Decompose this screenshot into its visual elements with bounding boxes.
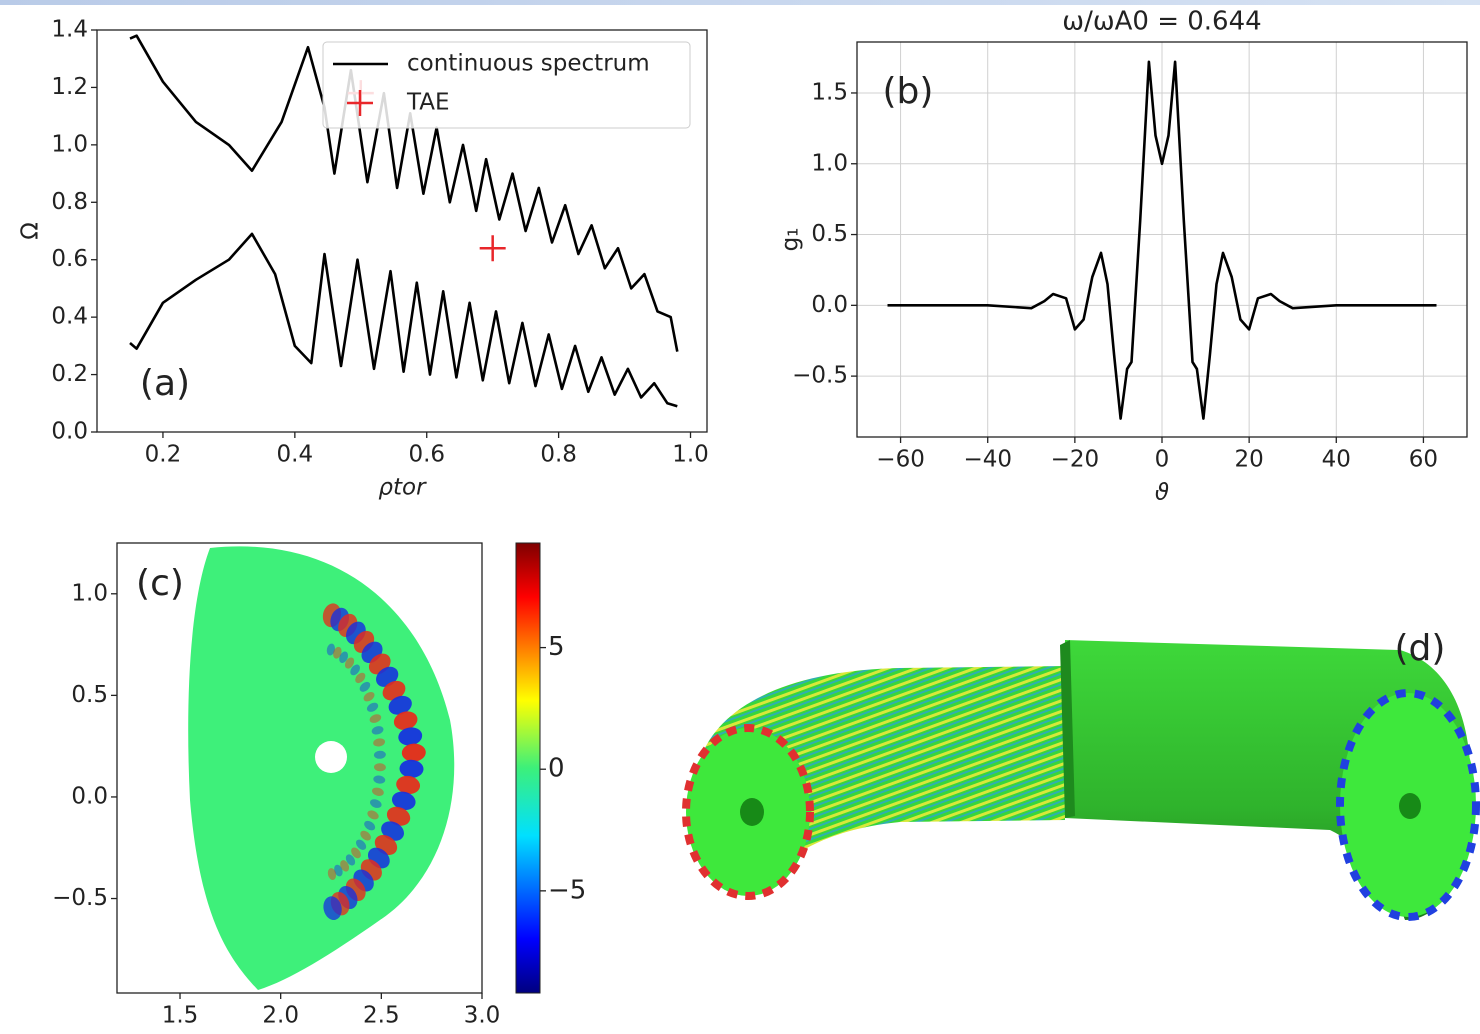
x-tick-label: 1.0: [672, 442, 709, 468]
mode-blob: [367, 810, 379, 820]
mode-blob: [371, 726, 384, 735]
x-tick-label: 40: [1322, 447, 1351, 473]
mode-blob: [356, 839, 367, 850]
mode-blob: [373, 775, 386, 784]
x-tick-label: 3.0: [464, 1003, 501, 1029]
torus-right-hole: [1399, 793, 1421, 819]
mode-blob: [393, 711, 418, 730]
colorbar-tick-label: 0: [548, 754, 565, 784]
mode-blob: [401, 743, 426, 762]
y-tick-label: 0.6: [51, 246, 88, 272]
panel-label: (d): [1395, 628, 1446, 669]
x-axis-label: ρtor: [378, 475, 427, 501]
x-tick-label: 2.0: [262, 1003, 299, 1029]
magnetic-axis-hole: [315, 741, 347, 773]
y-tick-label: 0.4: [51, 304, 88, 330]
mode-blob: [382, 680, 406, 701]
y-tick-label: 1.0: [811, 150, 848, 176]
mode-blob: [350, 664, 360, 676]
x-tick-label: 0.4: [277, 442, 314, 468]
legend-label: TAE: [406, 90, 450, 116]
x-tick-label: 60: [1409, 447, 1438, 473]
mode-blob: [360, 830, 371, 841]
x-tick-label: −20: [1051, 447, 1100, 473]
mode-blob: [327, 868, 337, 880]
y-tick-label: 0.2: [51, 361, 88, 387]
series-line: [887, 60, 1437, 420]
x-tick-label: 0.6: [408, 442, 445, 468]
x-tick-label: 20: [1235, 447, 1264, 473]
x-tick-label: 0: [1155, 447, 1170, 473]
y-axis-label: g₁: [778, 228, 804, 252]
mode-blob: [391, 791, 416, 811]
tae-marker: [479, 235, 506, 262]
panel-label: (b): [883, 71, 934, 112]
mode-blob: [373, 750, 386, 759]
mode-blob: [373, 763, 386, 772]
mode-blob: [399, 759, 424, 778]
mode-structure: [188, 546, 455, 990]
mode-blob: [359, 681, 371, 692]
y-tick-label: 1.5: [811, 79, 848, 105]
x-tick-label: 0.8: [540, 442, 577, 468]
x-tick-label: 1.5: [162, 1003, 199, 1029]
mode-blob: [344, 657, 355, 669]
legend-box: [322, 41, 691, 129]
y-axis-label: Ω: [18, 222, 44, 240]
panel-label: (a): [140, 363, 190, 404]
mode-blob: [340, 860, 350, 872]
mode-blob: [323, 896, 342, 921]
top-bar: [0, 0, 1480, 5]
y-tick-label: 1.4: [51, 17, 88, 43]
mode-blob: [355, 672, 366, 684]
y-tick-label: −0.5: [792, 363, 848, 389]
mode-blob: [388, 695, 412, 715]
mode-blob: [386, 806, 411, 826]
colorbar-tick-label: −5: [548, 875, 586, 905]
torus-left-hole: [740, 798, 764, 826]
mode-blob: [369, 714, 382, 723]
mode-blob: [396, 775, 421, 795]
mode-blob: [364, 820, 376, 831]
y-tick-label: 0.0: [811, 292, 848, 318]
mode-blob: [339, 651, 349, 663]
x-tick-label: 0.2: [145, 442, 182, 468]
torus-render: [682, 640, 1480, 921]
panel-label: (c): [136, 563, 184, 604]
colorbar: [515, 542, 541, 994]
mode-blob: [363, 691, 375, 702]
y-tick-label: 0.5: [811, 221, 848, 247]
mode-blob: [351, 847, 361, 859]
mode-blob: [326, 643, 335, 656]
y-tick-label: 1.0: [71, 580, 108, 606]
chart-title: ω/ωA0 = 0.644: [1062, 7, 1261, 37]
y-tick-label: 1.0: [51, 131, 88, 157]
legend-marker: [347, 90, 373, 116]
y-tick-label: 0.0: [51, 419, 88, 445]
legend-label: continuous spectrum: [407, 51, 650, 77]
mode-blob: [398, 727, 423, 746]
y-tick-label: 0.0: [71, 783, 108, 809]
mode-blob: [334, 864, 343, 877]
colorbar-tick-label: 5: [548, 632, 565, 662]
x-axis-label: ϑ: [1155, 480, 1169, 506]
mode-blob: [372, 787, 384, 796]
y-tick-label: −0.5: [52, 885, 108, 911]
y-tick-label: 1.2: [51, 74, 88, 100]
series-line: [129, 34, 679, 408]
mode-blob: [366, 702, 379, 712]
mode-blob: [373, 738, 386, 747]
x-tick-label: −60: [876, 447, 925, 473]
mode-blob: [370, 799, 382, 808]
x-tick-label: −40: [963, 447, 1012, 473]
plot-frame: [96, 29, 708, 433]
x-tick-label: 2.5: [363, 1003, 400, 1029]
y-tick-label: 0.5: [71, 682, 108, 708]
plot-frame: [116, 542, 483, 994]
mode-blob: [333, 646, 342, 659]
mode-blob: [345, 854, 356, 866]
y-tick-label: 0.8: [51, 189, 88, 215]
torus-cut-edge: [1060, 640, 1075, 818]
